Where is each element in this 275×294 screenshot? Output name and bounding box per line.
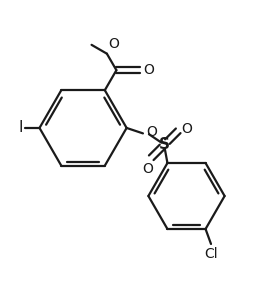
- Text: O: O: [143, 63, 154, 77]
- Text: Cl: Cl: [205, 247, 218, 261]
- Text: O: O: [142, 162, 153, 176]
- Text: S: S: [159, 137, 170, 152]
- Text: O: O: [146, 125, 157, 139]
- Text: O: O: [108, 37, 119, 51]
- Text: O: O: [181, 122, 192, 136]
- Text: I: I: [18, 121, 23, 136]
